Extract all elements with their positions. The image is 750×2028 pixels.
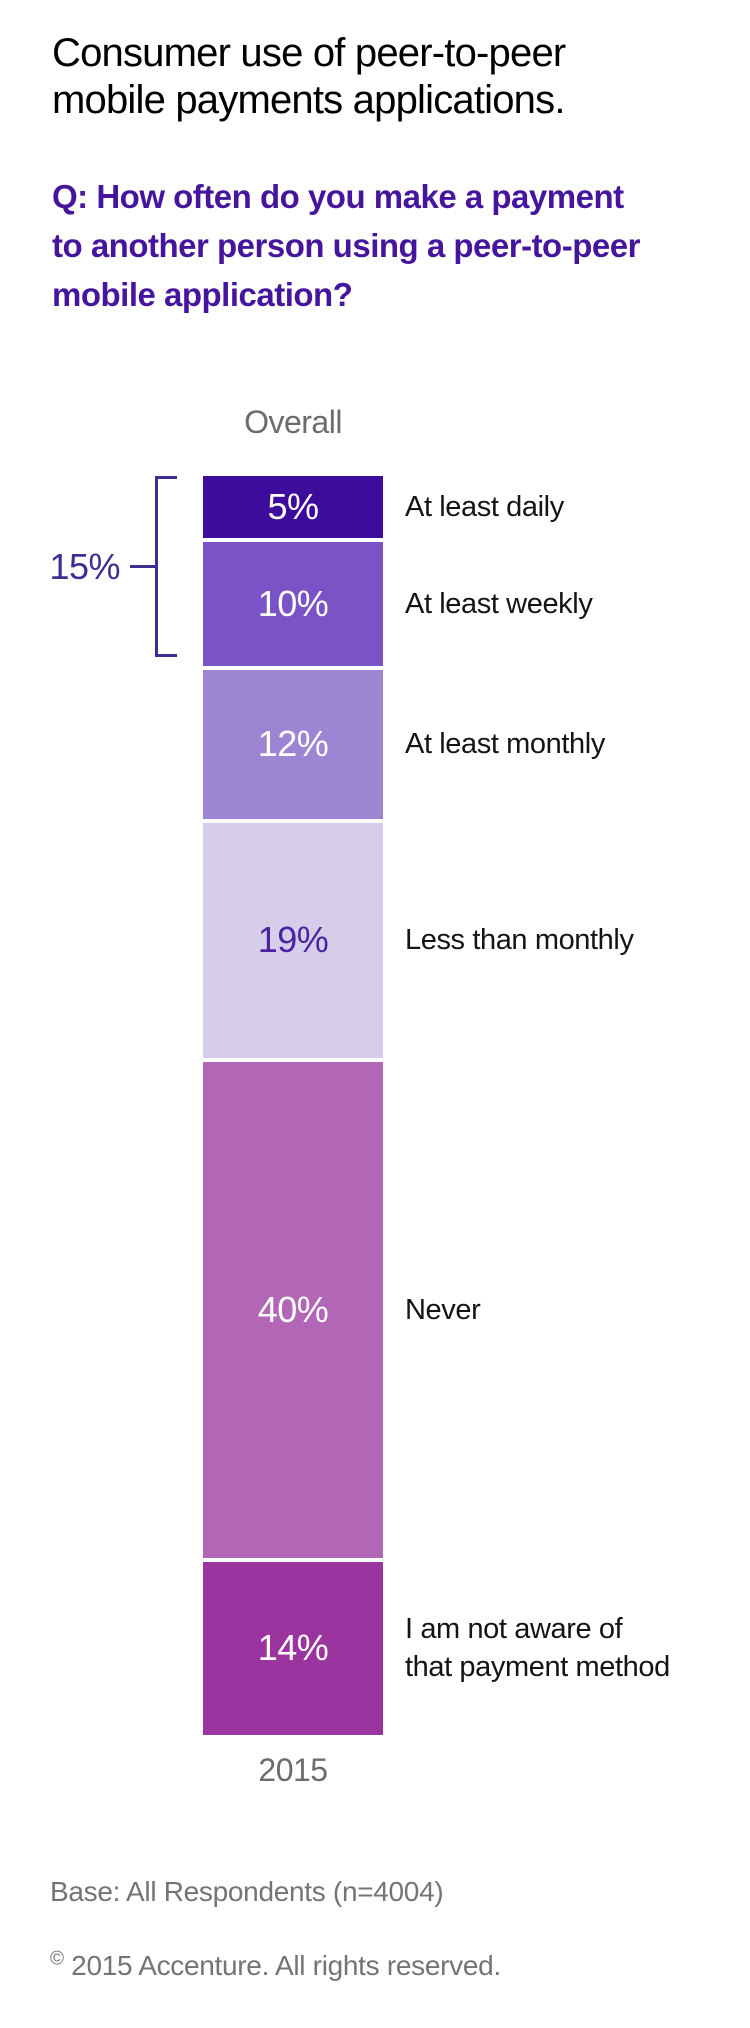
segment-label-not-aware: I am not aware of that payment method xyxy=(405,1613,670,1684)
bar-segment-never: 40% xyxy=(203,1061,383,1558)
segment-label-never: Never xyxy=(405,1293,481,1326)
bracket-top-tick xyxy=(155,476,177,479)
copyright-text: 2015 Accenture. All rights reserved. xyxy=(63,1950,501,1981)
copyright-note: © 2015 Accenture. All rights reserved. xyxy=(50,1950,650,1982)
question-text: Q: How often do you make a payment to an… xyxy=(52,178,640,313)
copyright-symbol: © xyxy=(50,1948,64,1970)
bar-segment-less-than-monthly: 19% xyxy=(203,822,383,1058)
bar-segment-at-least-monthly: 12% xyxy=(203,669,383,819)
segment-labels: At least daily At least weekly At least mo… xyxy=(405,476,715,1735)
bar-segment-at-least-daily: 5% xyxy=(203,476,383,538)
stacked-bar: 5% 10% 12% 19% 40% 14% xyxy=(203,476,383,1735)
segment-label-at-least-monthly: At least monthly xyxy=(405,728,605,761)
segment-label-at-least-daily: At least daily xyxy=(405,490,564,523)
bar-segment-not-aware: 14% xyxy=(203,1561,383,1735)
bracket-value-label: 15% xyxy=(49,546,120,587)
bracket-dash-line xyxy=(130,565,156,568)
base-note: Base: All Respondents (n=4004) xyxy=(50,1876,444,1907)
bar-segment-at-least-weekly: 10% xyxy=(203,541,383,666)
segment-value-not-aware: 14% xyxy=(257,1627,329,1669)
segment-value-at-least-daily: 5% xyxy=(267,485,319,527)
segment-value-less-than-monthly: 19% xyxy=(257,919,329,961)
segment-value-at-least-weekly: 10% xyxy=(257,582,329,624)
segment-label-at-least-weekly: At least weekly xyxy=(405,587,593,620)
bracket-vertical-line xyxy=(155,476,158,657)
segment-label-less-than-monthly: Less than monthly xyxy=(405,924,634,957)
page-title: Consumer use of peer-to-peer mobile paym… xyxy=(52,31,566,122)
segment-value-never: 40% xyxy=(257,1288,329,1330)
segment-value-at-least-monthly: 12% xyxy=(257,723,329,765)
x-axis-year-label: 2015 xyxy=(258,1752,328,1788)
bracket-bottom-tick xyxy=(155,654,177,657)
column-header-overall: Overall xyxy=(244,404,342,440)
